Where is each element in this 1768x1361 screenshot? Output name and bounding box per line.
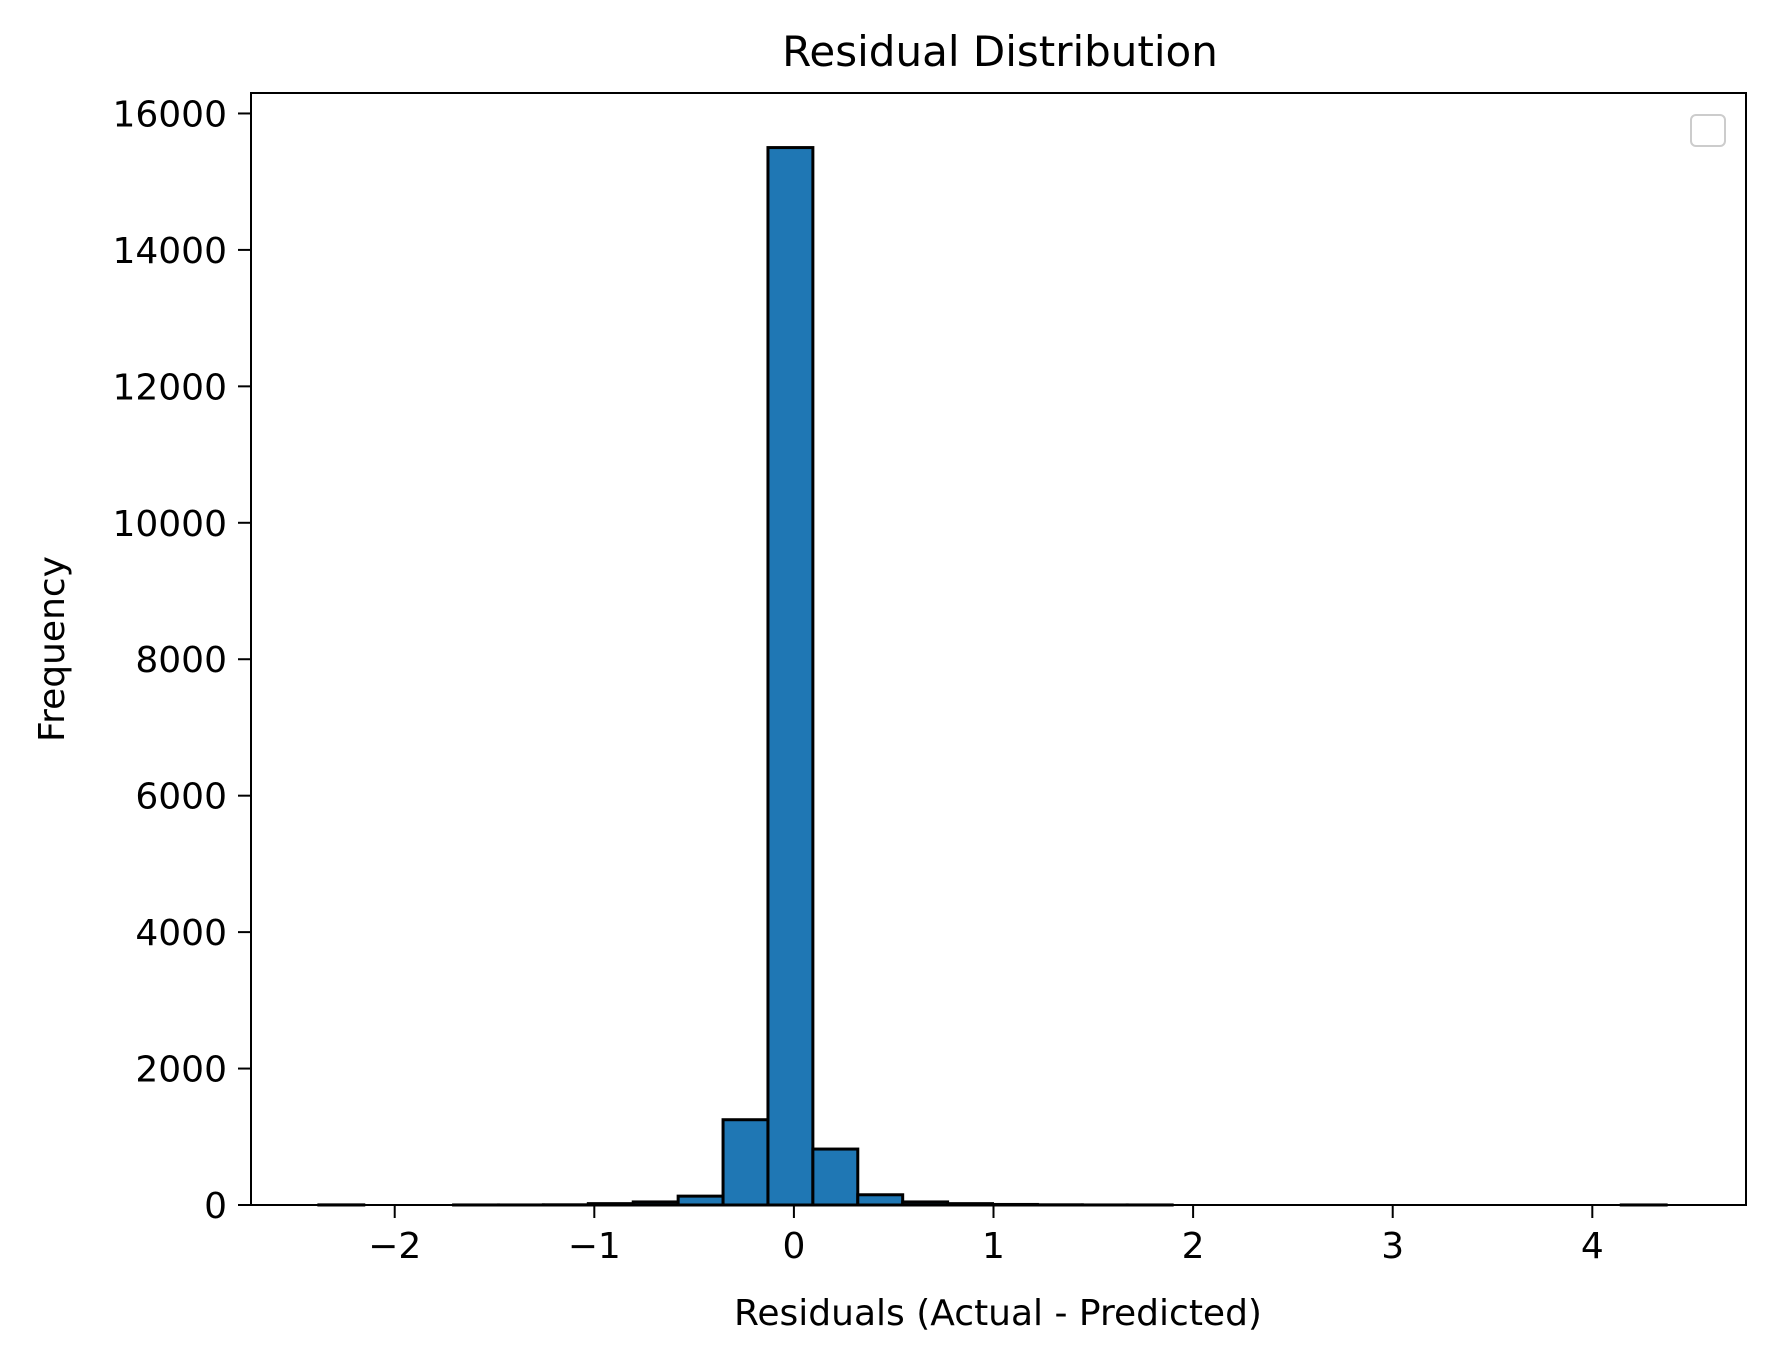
x-tick-label: 4 (1581, 1226, 1604, 1267)
y-axis-label: Frequency (32, 556, 73, 742)
y-tick-label: 16000 (112, 94, 227, 135)
y-tick-label: 0 (204, 1186, 227, 1227)
legend-box (1690, 114, 1726, 147)
histogram-bar (721, 1118, 770, 1207)
bars-group (317, 146, 1668, 1207)
x-tick-label: −2 (368, 1226, 421, 1267)
histogram-bar (856, 1193, 905, 1207)
y-tick-label: 12000 (112, 367, 227, 408)
x-axis-label: Residuals (Actual - Predicted) (734, 1293, 1262, 1334)
x-tick-label: −1 (568, 1226, 621, 1267)
x-axis-ticks: −2 −1 0 1 2 3 4 (368, 1205, 1604, 1267)
y-tick-label: 14000 (112, 231, 227, 272)
histogram-bar (811, 1147, 860, 1207)
x-tick-label: 2 (1182, 1226, 1205, 1267)
y-tick-label: 8000 (135, 640, 227, 681)
x-tick-label: 3 (1381, 1226, 1404, 1267)
x-tick-label: 0 (782, 1226, 805, 1267)
histogram-bar (676, 1194, 725, 1207)
x-tick-label: 1 (982, 1226, 1005, 1267)
y-tick-label: 2000 (135, 1050, 227, 1091)
y-tick-label: 4000 (135, 913, 227, 954)
y-tick-label: 10000 (112, 504, 227, 545)
chart-title: Residual Distribution (782, 27, 1218, 76)
histogram-bar (766, 146, 815, 1207)
y-tick-label: 6000 (135, 777, 227, 818)
y-axis-ticks: 0 2000 4000 6000 8000 10000 12000 14000 16000 (112, 94, 251, 1227)
plot-frame (250, 92, 1747, 1206)
